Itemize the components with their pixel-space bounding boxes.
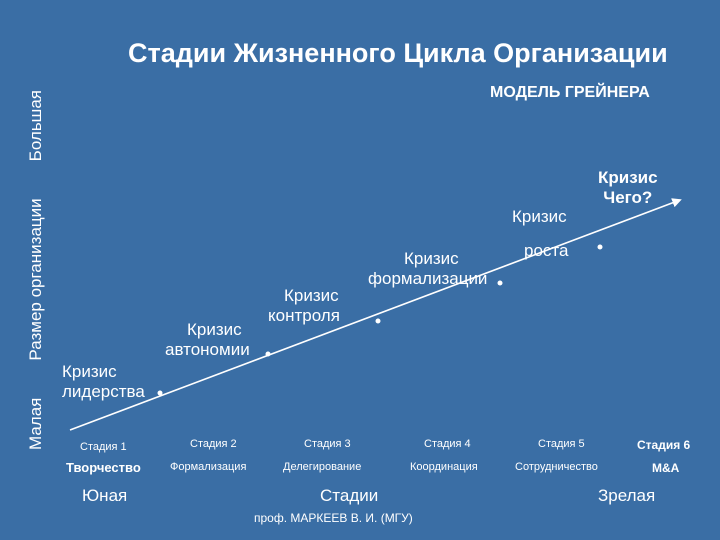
stage-name-4: Координация	[410, 461, 478, 473]
crisis-growth-line2: роста	[524, 241, 569, 260]
stage-label-6: Стадия 6	[637, 438, 691, 452]
crisis-autonomy: Кризис автономии	[165, 320, 250, 360]
crisis-autonomy-line1: Кризис	[187, 320, 242, 339]
stage-name-6: M&A	[652, 461, 680, 475]
crisis-point-3	[375, 318, 381, 324]
growth-line-path	[69, 198, 682, 431]
stage-label-1: Стадия 1	[80, 441, 127, 453]
x-axis-young: Юная	[82, 486, 128, 505]
x-axis-mature: Зрелая	[598, 486, 656, 505]
crisis-point-1	[157, 390, 163, 396]
stage-name-1: Творчество	[66, 460, 141, 475]
stage-label-3: Стадия 3	[304, 438, 351, 450]
crisis-leadership: Кризис лидерства	[62, 362, 145, 402]
x-axis-title: Стадии	[320, 486, 379, 505]
crisis-control-line2: контроля	[268, 306, 340, 325]
footer-author: проф. МАРКЕЕВ В. И. (МГУ)	[254, 511, 413, 525]
crisis-point-2	[265, 351, 271, 357]
diagram-title: Стадии Жизненного Цикла Организации	[128, 38, 668, 68]
crisis-autonomy-line2: автономии	[165, 340, 250, 359]
crisis-what-line2: Чего?	[603, 188, 653, 207]
crisis-control-line1: Кризис	[284, 286, 339, 305]
crisis-growth: Кризис роста	[512, 207, 568, 261]
diagram-subtitle: МОДЕЛЬ ГРЕЙНЕРА	[490, 84, 650, 101]
stage-label-5: Стадия 5	[538, 438, 585, 450]
crisis-formalization: Кризис формализации	[368, 249, 487, 289]
stage-name-5: Сотрудничество	[515, 461, 598, 473]
crisis-control: Кризис контроля	[268, 286, 340, 326]
crisis-what-line1: Кризис	[598, 168, 658, 187]
crisis-formalization-line2: формализации	[368, 269, 488, 288]
crisis-what: Кризис Чего?	[598, 168, 658, 208]
crisis-leadership-line1: Кризис	[62, 362, 117, 381]
crisis-leadership-line2: лидерства	[62, 382, 145, 401]
stage-name-2: Формализация	[170, 461, 247, 473]
crisis-point-5	[597, 244, 603, 250]
stage-label-4: Стадия 4	[424, 438, 471, 450]
stage-name-3: Делегирование	[283, 461, 362, 473]
crisis-growth-line1: Кризис	[512, 207, 567, 226]
crisis-point-4	[497, 280, 503, 286]
crisis-formalization-line1: Кризис	[404, 249, 459, 268]
stage-label-2: Стадия 2	[190, 438, 237, 450]
